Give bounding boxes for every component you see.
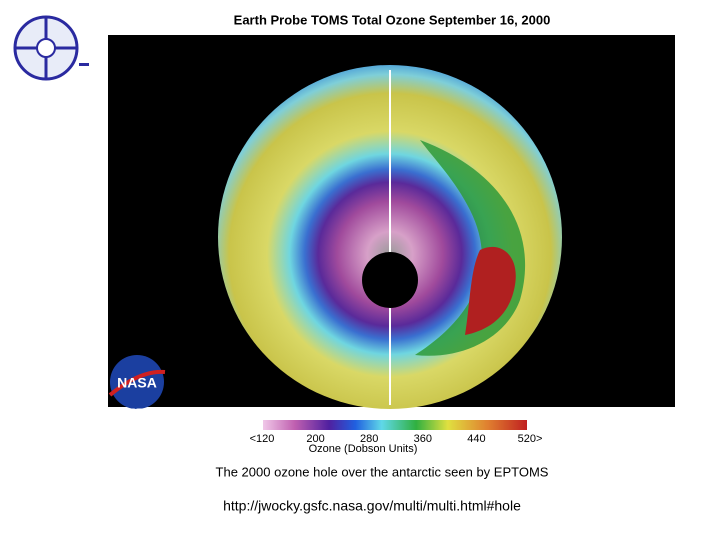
- colorbar-title: Ozone (Dobson Units): [309, 443, 418, 455]
- nav-icon[interactable]: [13, 15, 89, 81]
- colorbar-label: 440: [467, 433, 485, 445]
- caption: The 2000 ozone hole over the antarctic s…: [216, 464, 549, 479]
- colorbar-label: <120: [250, 433, 275, 445]
- colorbar-label: 520>: [518, 433, 543, 445]
- link[interactable]: http://jwocky.gsfc.nasa.gov/multi/multi.…: [223, 498, 521, 514]
- colorbar-label: 280: [360, 433, 378, 445]
- colorbar-label: 360: [414, 433, 432, 445]
- colorbar: [263, 420, 527, 430]
- nasa-logo: NASA: [108, 355, 166, 409]
- logo-text: NASA: [117, 375, 157, 391]
- title: Earth Probe TOMS Total Ozone September 1…: [234, 12, 551, 27]
- colorbar-label: 200: [306, 433, 324, 445]
- ozone-globe: [218, 65, 562, 409]
- credit: GSFC: [122, 407, 150, 419]
